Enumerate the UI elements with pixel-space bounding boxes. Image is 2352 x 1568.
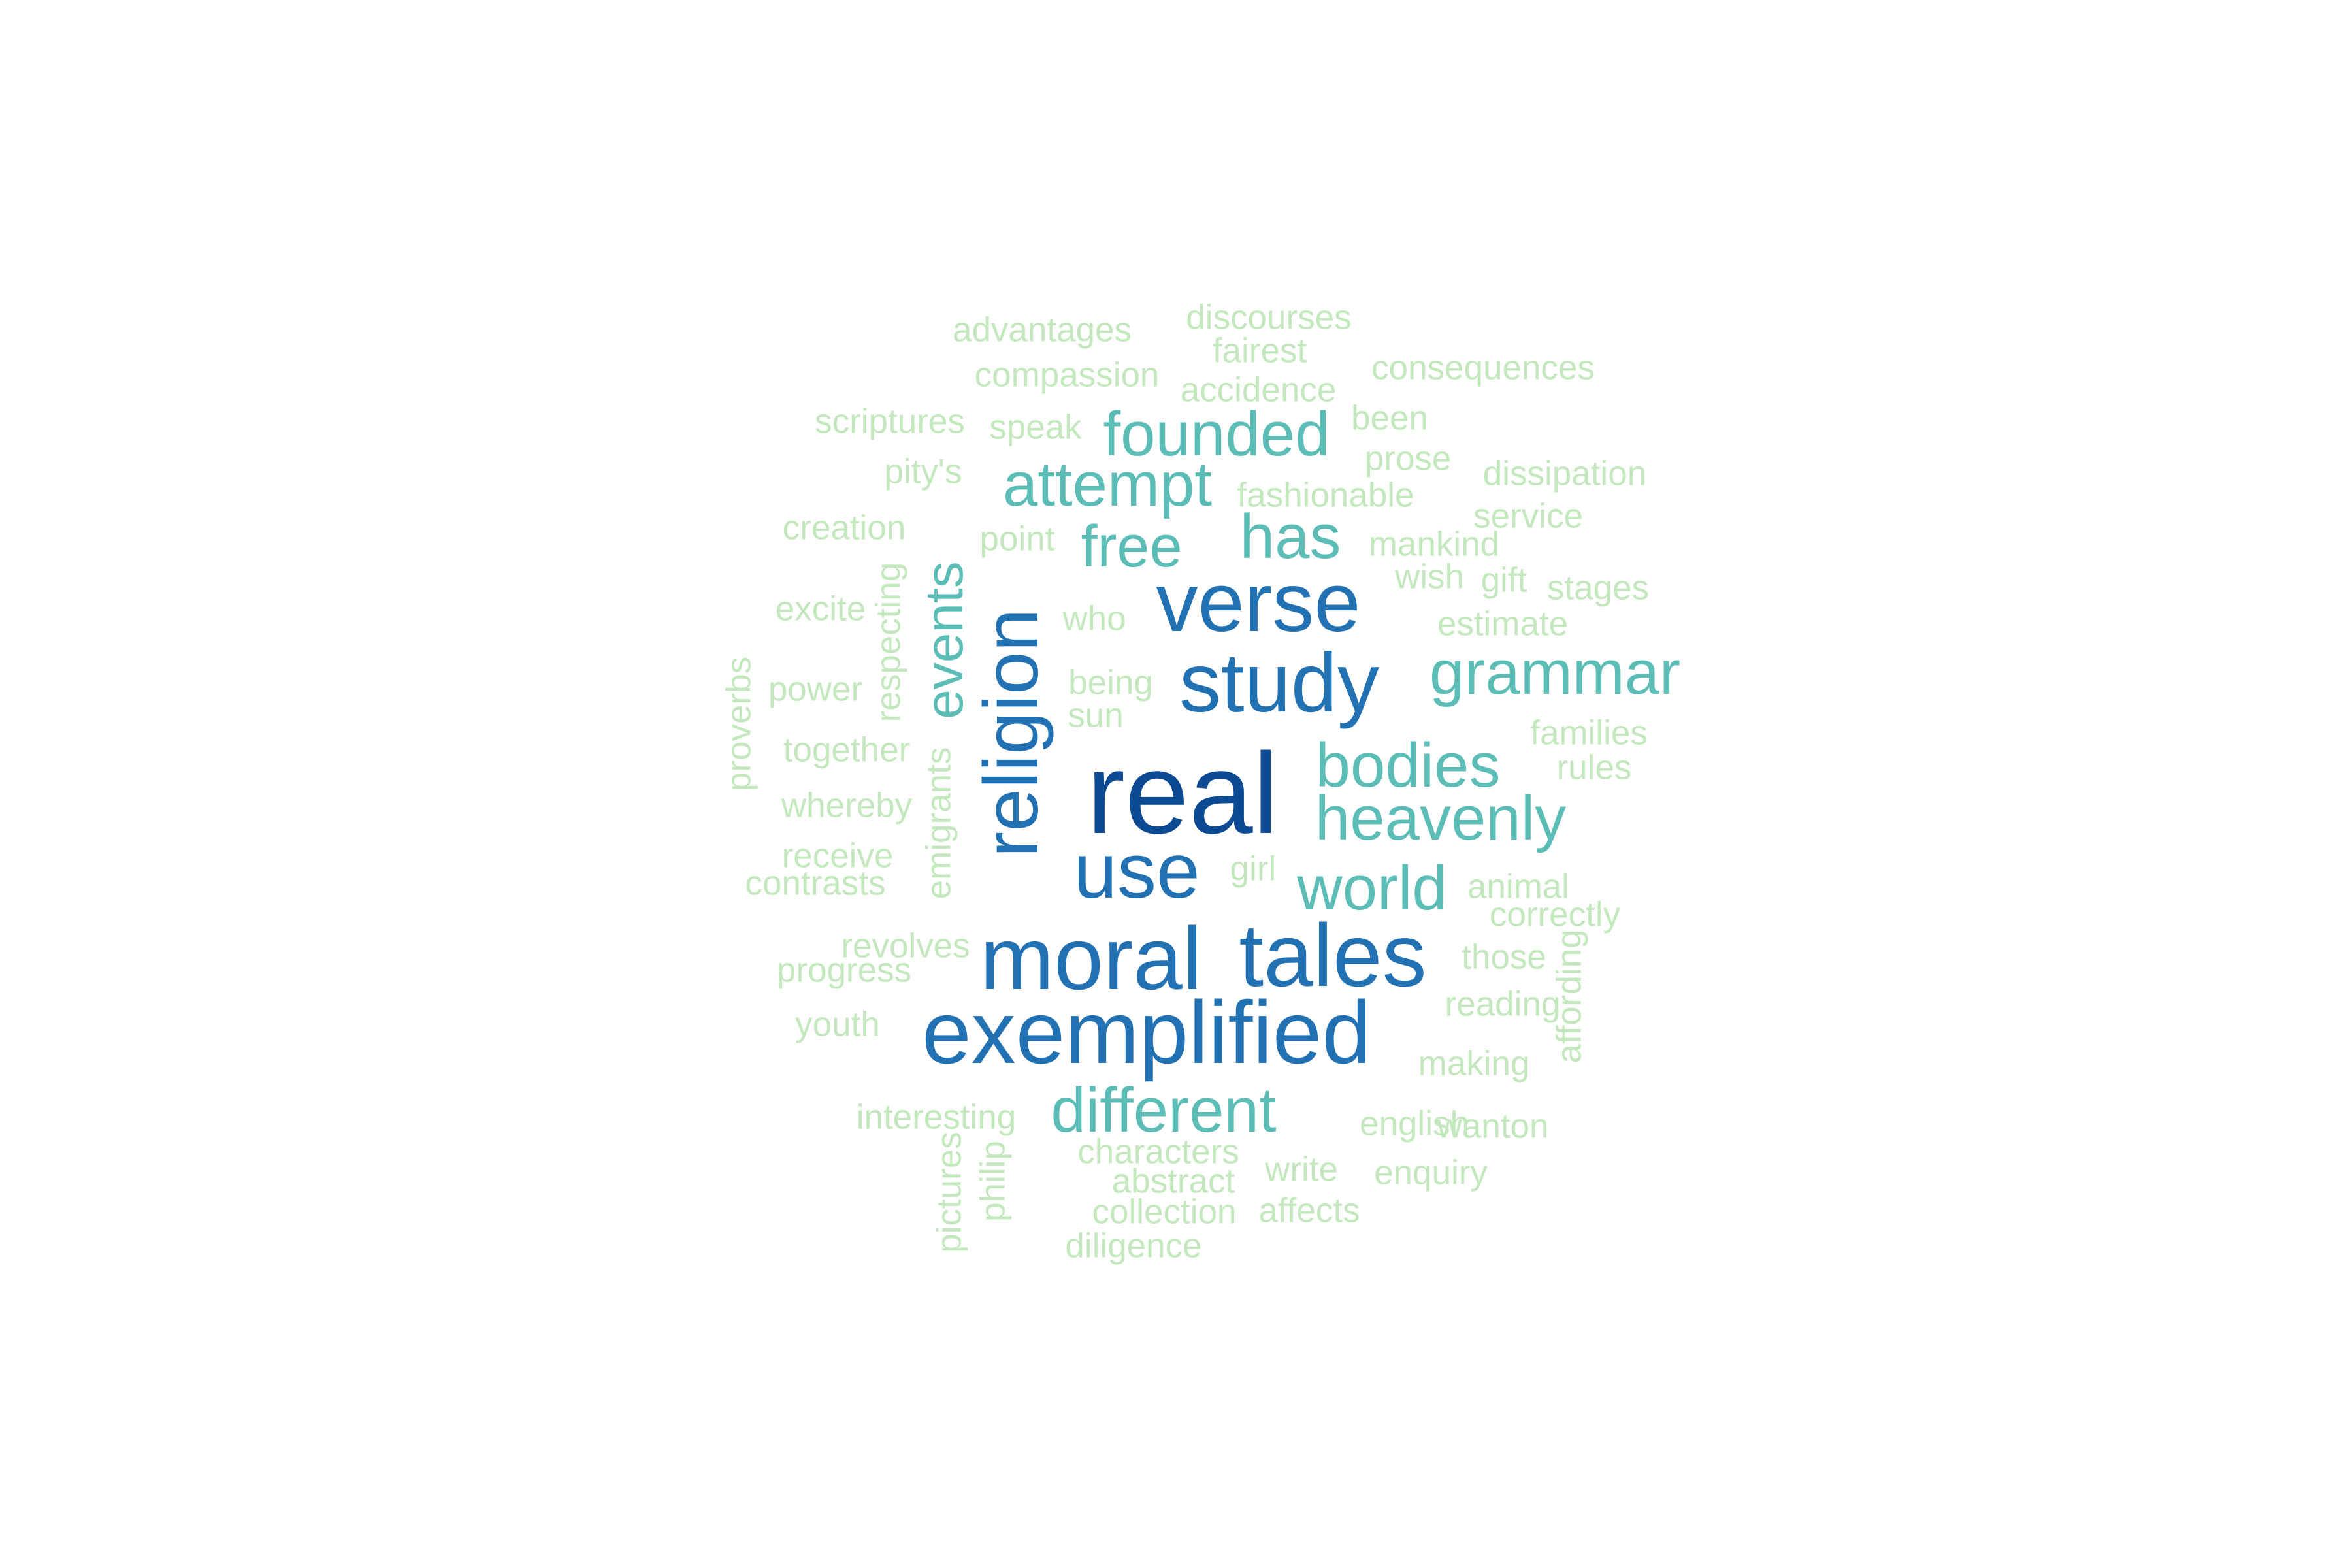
word-youth: youth xyxy=(795,1005,880,1044)
word-religion: religion xyxy=(968,608,1054,858)
word-verse: verse xyxy=(1156,556,1361,649)
word-tales: tales xyxy=(1239,906,1427,1005)
word-together: together xyxy=(783,730,911,770)
word-accidence: accidence xyxy=(1180,370,1337,410)
word-stages: stages xyxy=(1546,568,1650,608)
word-who: who xyxy=(1062,599,1126,638)
word-those: those xyxy=(1462,938,1546,977)
word-english: english xyxy=(1360,1104,1469,1143)
word-bodies: bodies xyxy=(1315,730,1501,800)
word-fashionable: fashionable xyxy=(1237,476,1414,515)
word-excite: excite xyxy=(775,589,866,629)
word-families: families xyxy=(1530,713,1648,753)
word-pity-s: pity's xyxy=(884,452,962,491)
word-emigrants: emigrants xyxy=(919,747,958,900)
word-point: point xyxy=(979,519,1055,559)
word-exemplified: exemplified xyxy=(922,983,1371,1082)
word-girl: girl xyxy=(1230,849,1277,889)
word-philip: philip xyxy=(973,1141,1013,1222)
word-grammar: grammar xyxy=(1429,638,1681,708)
word-compassion: compassion xyxy=(974,355,1160,395)
word-has: has xyxy=(1239,502,1341,572)
word-study: study xyxy=(1179,636,1379,730)
word-wanton: wanton xyxy=(1437,1107,1549,1146)
word-whereby: whereby xyxy=(781,786,913,825)
word-abstract: abstract xyxy=(1111,1162,1235,1201)
word-service: service xyxy=(1473,497,1583,536)
word-prose: prose xyxy=(1364,439,1452,478)
word-power: power xyxy=(768,670,863,709)
word-reading: reading xyxy=(1445,985,1561,1024)
word-real: real xyxy=(1086,730,1279,858)
word-been: been xyxy=(1351,399,1428,438)
word-progress: progress xyxy=(776,951,912,990)
word-mankind: mankind xyxy=(1368,525,1500,564)
word-enquiry: enquiry xyxy=(1374,1153,1488,1192)
word-fairest: fairest xyxy=(1212,331,1307,370)
word-correctly: correctly xyxy=(1489,895,1621,934)
word-receive: receive xyxy=(781,836,894,875)
word-founded: founded xyxy=(1103,399,1330,469)
word-different: different xyxy=(1051,1075,1277,1145)
word-respecting: respecting xyxy=(869,562,908,723)
word-moral: moral xyxy=(979,909,1203,1008)
word-advantages: advantages xyxy=(952,310,1132,350)
word-consequences: consequences xyxy=(1371,348,1595,387)
word-dissipation: dissipation xyxy=(1482,454,1647,493)
word-attempt: attempt xyxy=(1002,449,1213,519)
word-revolves: revolves xyxy=(841,926,970,966)
word-discourses: discourses xyxy=(1186,298,1352,337)
word-estimate: estimate xyxy=(1437,604,1569,644)
word-being: being xyxy=(1068,663,1153,702)
word-creation: creation xyxy=(782,508,906,547)
word-heavenly: heavenly xyxy=(1315,783,1567,853)
word-interesting: interesting xyxy=(856,1098,1017,1137)
word-write: write xyxy=(1265,1150,1338,1189)
word-characters: characters xyxy=(1077,1132,1239,1171)
word-events: events xyxy=(915,561,974,719)
word-scriptures: scriptures xyxy=(815,402,965,441)
word-diligence: diligence xyxy=(1065,1226,1202,1266)
word-wish: wish xyxy=(1394,557,1465,596)
word-rules: rules xyxy=(1556,748,1632,787)
word-free: free xyxy=(1081,514,1183,580)
word-affects: affects xyxy=(1258,1191,1360,1230)
word-speak: speak xyxy=(989,408,1082,447)
word-pictures: pictures xyxy=(930,1132,969,1253)
word-use: use xyxy=(1073,827,1200,915)
word-world: world xyxy=(1297,853,1447,923)
word-contrasts: contrasts xyxy=(745,864,886,903)
word-proverbs: proverbs xyxy=(719,656,759,792)
word-animal: animal xyxy=(1467,867,1570,906)
word-gift: gift xyxy=(1480,561,1527,600)
word-collection: collection xyxy=(1092,1192,1237,1232)
word-sun: sun xyxy=(1068,696,1124,735)
word-making: making xyxy=(1418,1044,1530,1083)
